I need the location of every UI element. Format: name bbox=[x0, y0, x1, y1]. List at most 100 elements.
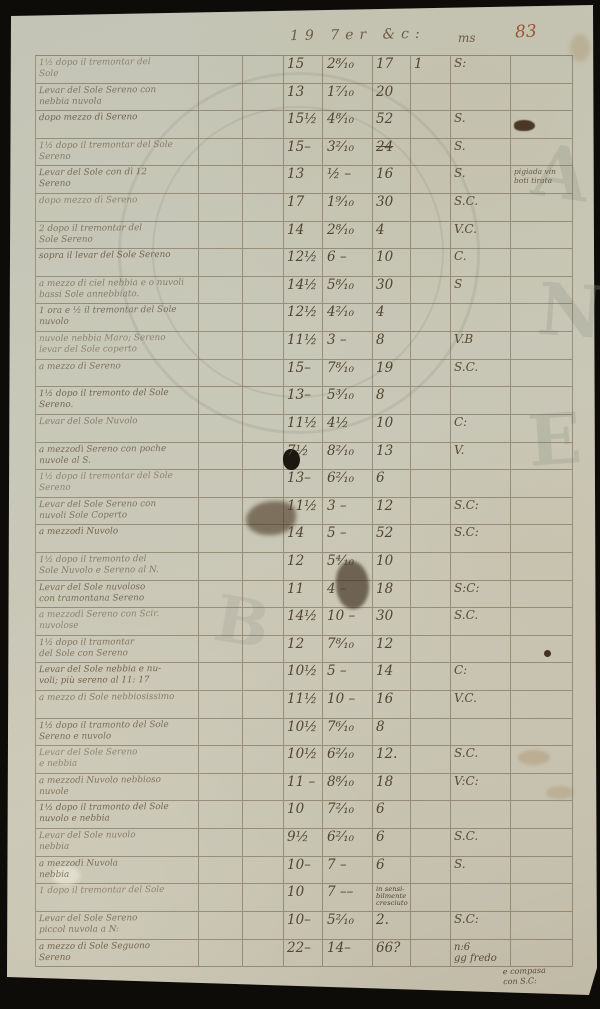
observation-description: 1½ dopo il tramonto del Sole nuvolo e ne… bbox=[38, 802, 169, 825]
condition-code-cell bbox=[451, 718, 511, 746]
reading-4-cell bbox=[411, 911, 451, 939]
table-row: a mezzo dì Sereno 15– 7⁸⁄₁₀ 19 S.C. bbox=[36, 359, 573, 388]
condition-code: S.C. bbox=[454, 746, 479, 761]
watermark-ring-outer bbox=[118, 72, 480, 434]
reading-3-cell: 18 bbox=[373, 773, 411, 801]
reading-2-cell: 3 – bbox=[323, 332, 373, 359]
empty-column-2-cell bbox=[243, 111, 284, 138]
empty-column-2-cell bbox=[243, 663, 284, 691]
condition-code: V. bbox=[454, 442, 465, 457]
table-row: 1½ dopo il tramonto del Sole nuvolo e ne… bbox=[36, 801, 573, 830]
condition-code-cell: C. bbox=[451, 249, 511, 276]
condition-code-cell: C: bbox=[451, 663, 511, 691]
reading-2-cell: 6²⁄₁₀ bbox=[323, 746, 373, 773]
empty-column-2-cell bbox=[243, 580, 284, 608]
observation-description: 1½ dopo il tremontar del Sole Sereno bbox=[38, 471, 173, 494]
observation-description: Levar del Sole nuvoloso con tramontana S… bbox=[38, 581, 146, 604]
reading-3: 52 bbox=[376, 525, 394, 542]
table-row: dopo mezzo dì Sereno 17 1⁹⁄₁₀ 30 S.C. bbox=[36, 194, 573, 222]
reading-3: 17 bbox=[376, 56, 394, 72]
table-row: 1½ dopo il tremonto del Sole Sereno. 13–… bbox=[36, 387, 573, 415]
reading-2-cell: 4 – bbox=[323, 580, 373, 608]
reading-3-cell: 4 bbox=[373, 304, 411, 332]
reading-1: 9½ bbox=[287, 829, 309, 846]
condition-code: S: bbox=[454, 56, 467, 70]
reading-1-cell: 12 bbox=[284, 552, 323, 580]
condition-code-cell bbox=[451, 304, 511, 332]
reading-2: 1⁷⁄₁₀ bbox=[327, 83, 355, 100]
reading-1: 10½ bbox=[287, 718, 318, 735]
condition-code: S:C: bbox=[454, 580, 480, 595]
reading-3-cell: 13 bbox=[373, 442, 411, 470]
empty-column-1-cell bbox=[199, 414, 243, 442]
table-row: 1½ dopo il tremonto del Sole Nuvolo e Se… bbox=[36, 552, 573, 581]
reading-2-cell: 6 – bbox=[323, 249, 373, 276]
reading-2: 6²⁄₁₀ bbox=[327, 470, 355, 487]
margin-note-cell bbox=[511, 525, 573, 552]
reading-2-cell: 5⁸⁄₁₀ bbox=[323, 276, 373, 304]
reading-3-cell: 16 bbox=[373, 691, 411, 718]
condition-code: V.B bbox=[454, 332, 474, 347]
reading-4-cell bbox=[411, 552, 451, 580]
reading-1: 13 bbox=[287, 166, 305, 183]
reading-3: 24 bbox=[376, 138, 394, 155]
observation-description: a mezzodì Sereno con poche nuvole al S. bbox=[38, 443, 167, 466]
reading-2: 7⁶⁄₁₀ bbox=[327, 718, 355, 735]
empty-column-1-cell bbox=[199, 304, 243, 332]
reading-1-cell: 10 bbox=[284, 801, 323, 829]
reading-3-cell: 4 bbox=[373, 221, 411, 249]
reading-1: 12½ bbox=[287, 304, 318, 321]
reading-2: 7 – bbox=[327, 856, 347, 873]
empty-column-1-cell bbox=[199, 663, 243, 691]
table-row: nuvole nebbia Maro; Sereno levar del Sol… bbox=[36, 332, 573, 360]
reading-3-cell: 10 bbox=[373, 249, 411, 276]
reading-4-cell bbox=[411, 276, 451, 304]
condition-code-cell bbox=[451, 884, 511, 911]
reading-1: 11½ bbox=[287, 497, 318, 514]
table-row: Levar del Sole nebbia e nu- voli; più se… bbox=[36, 663, 573, 692]
empty-column-1-cell bbox=[199, 884, 243, 911]
reading-1-cell: 11½ bbox=[284, 691, 323, 718]
reading-3: 12 bbox=[376, 497, 394, 514]
reading-3-cell: 30 bbox=[373, 194, 411, 221]
reading-2: 5 – bbox=[327, 663, 347, 680]
reading-3: 20 bbox=[376, 83, 394, 100]
reading-4-cell bbox=[411, 525, 451, 552]
reading-4-cell bbox=[411, 746, 451, 773]
table-row: a mezzodì Sereno con poche nuvole al S. … bbox=[36, 442, 573, 471]
condition-code: C: bbox=[454, 414, 468, 429]
reading-3: 16 bbox=[376, 166, 394, 183]
observation-description: a mezzodì Nuvola nebbia bbox=[38, 858, 119, 880]
observation-description-cell: Levar del Sole Sereno piccol nuvola a N: bbox=[36, 911, 199, 939]
reading-4-cell bbox=[411, 111, 451, 138]
margin-note-cell bbox=[511, 663, 573, 691]
reading-2-cell: ½ – bbox=[323, 166, 373, 194]
observation-description: 1½ dopo il tremonto del Sole Sereno. bbox=[38, 388, 169, 411]
reading-2: 6 – bbox=[327, 249, 347, 266]
observation-description-cell: a mezzodì Sereno con Scir. nuvolose bbox=[36, 608, 199, 635]
reading-3-cell: 12 bbox=[373, 635, 411, 663]
reading-1: 14½ bbox=[287, 276, 318, 293]
reading-1: 13 bbox=[287, 83, 305, 100]
margin-note-cell bbox=[511, 138, 573, 166]
reading-1-cell: 11½ bbox=[284, 332, 323, 359]
condition-code-cell bbox=[451, 83, 511, 111]
reading-2-cell: 7⁶⁄₁₀ bbox=[323, 718, 373, 746]
reading-2: 3 – bbox=[327, 332, 347, 349]
reading-2-cell: 7 –– bbox=[323, 884, 373, 911]
reading-1-cell: 14½ bbox=[284, 608, 323, 635]
watermark-ring-inner bbox=[152, 106, 444, 398]
reading-1: 15 bbox=[287, 56, 305, 72]
reading-4-cell: 1 bbox=[411, 56, 451, 83]
reading-2: 6²⁄₁₀ bbox=[327, 829, 355, 846]
reading-2-cell: 2⁸⁄₁₀ bbox=[323, 221, 373, 249]
condition-code-cell: S.C: bbox=[451, 525, 511, 552]
reading-3: 30 bbox=[376, 276, 394, 293]
empty-column-2-cell bbox=[243, 332, 284, 359]
observation-description-cell: 1½ dopo il tremontar del Sole Sereno bbox=[36, 138, 199, 166]
reading-4-cell bbox=[411, 332, 451, 359]
table-row: a mezzodì Nuvolo 14 5 – 52 S.C: bbox=[36, 525, 573, 553]
reading-4-cell bbox=[411, 166, 451, 194]
observation-description: a mezzo dì ciel nebbia e o nuvoli bassi … bbox=[38, 277, 185, 300]
condition-code-cell: S.C. bbox=[451, 194, 511, 221]
